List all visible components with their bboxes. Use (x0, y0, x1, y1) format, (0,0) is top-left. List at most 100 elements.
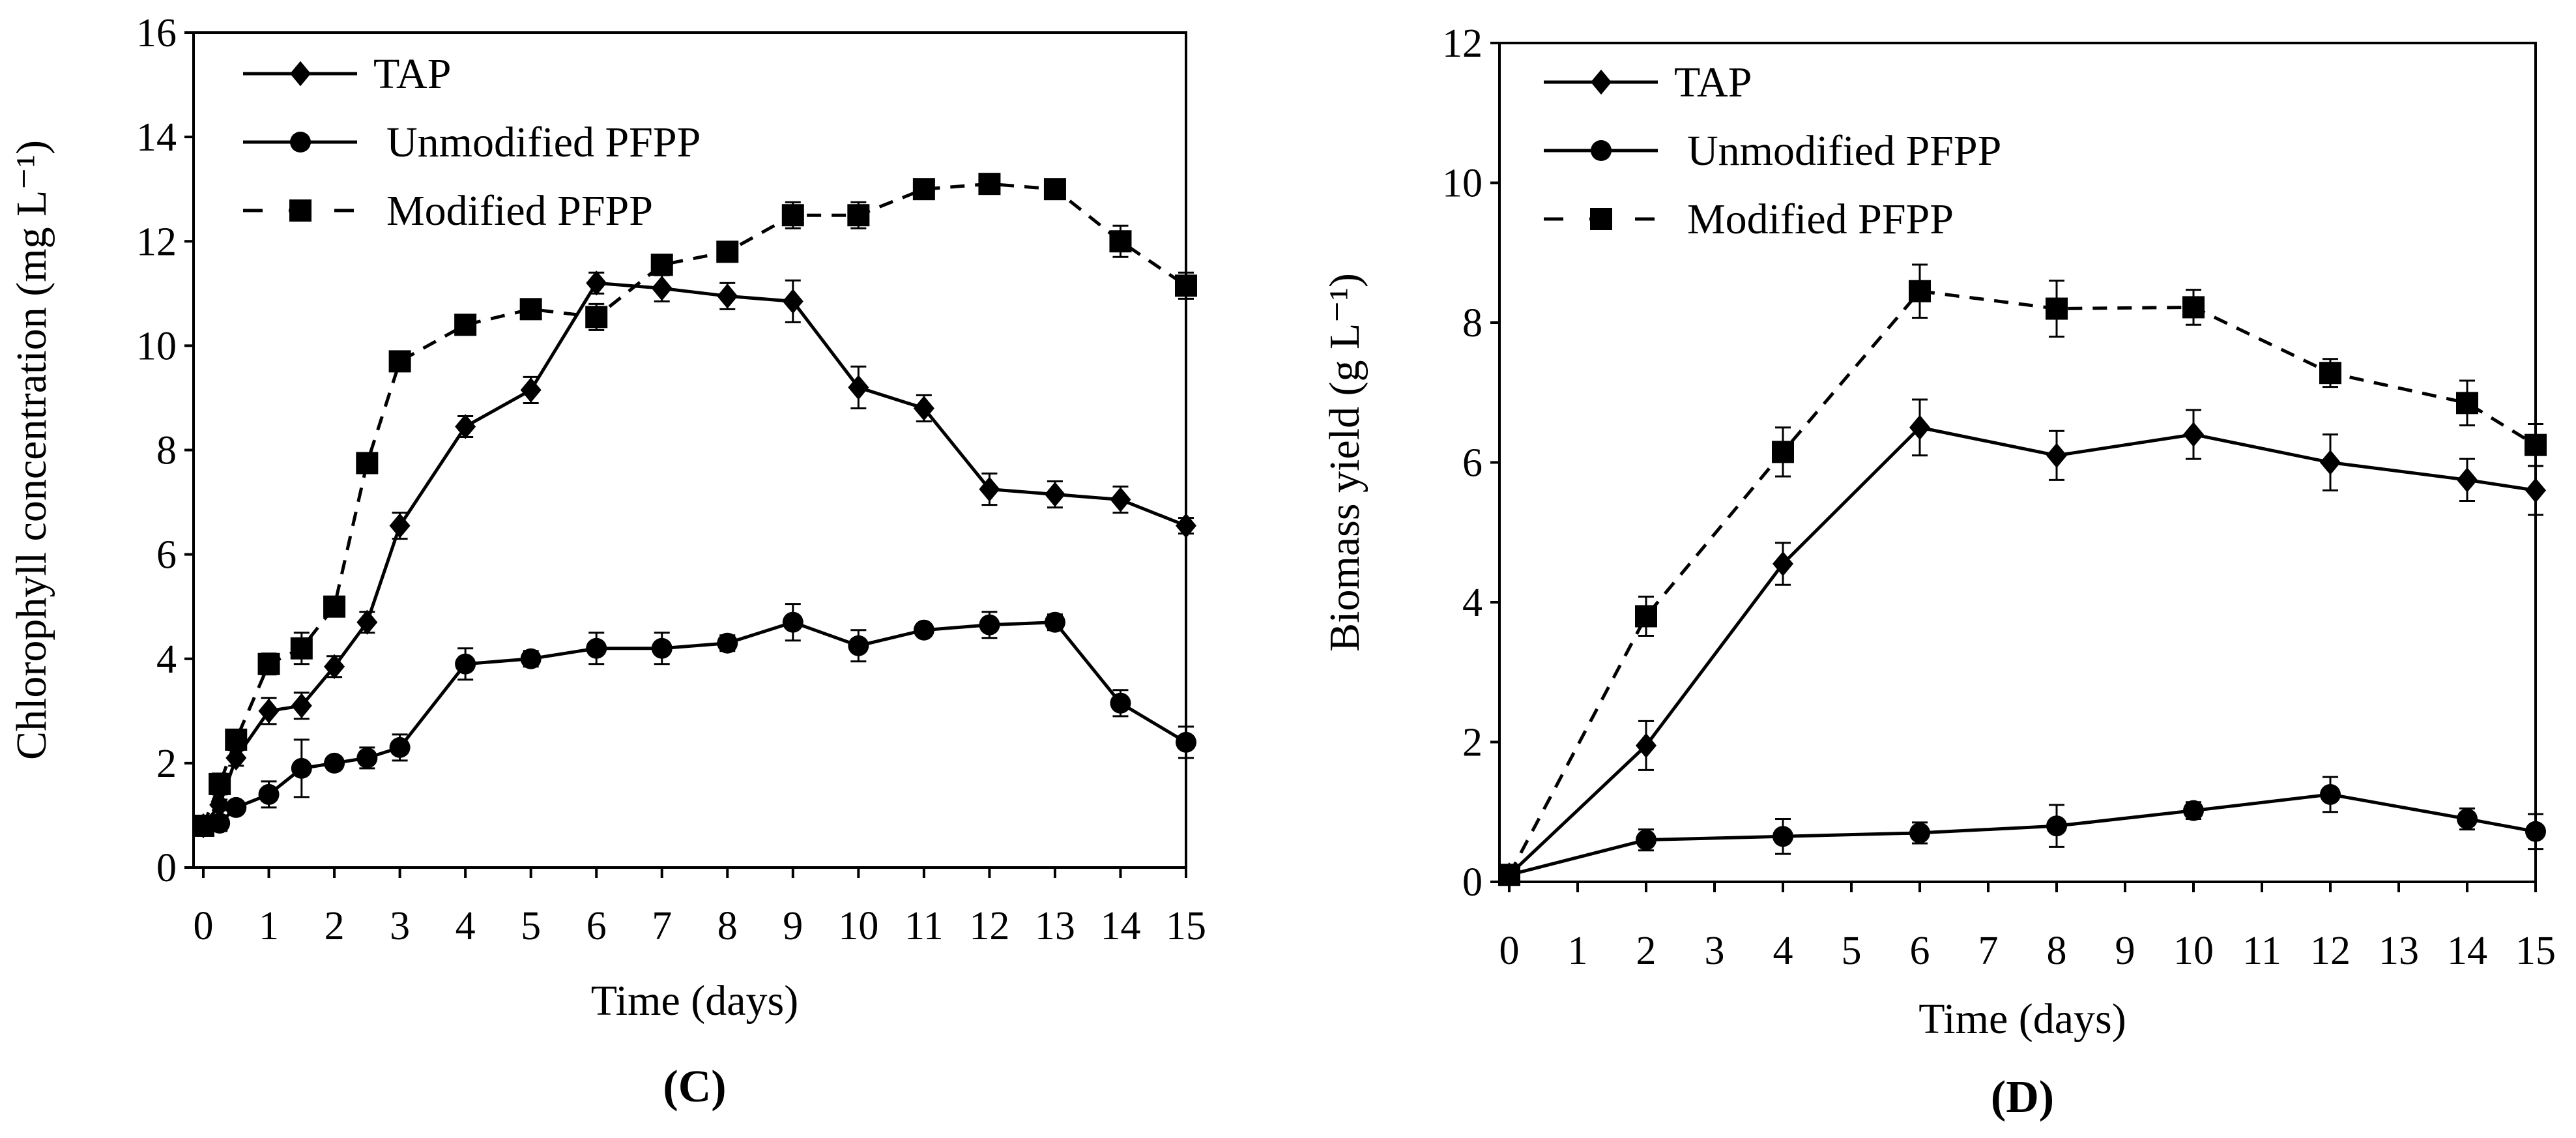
y-tick-label: 8 (156, 429, 177, 473)
y-tick-label: 10 (136, 324, 177, 368)
data-point (2183, 800, 2204, 821)
data-point (323, 595, 346, 618)
x-tick-label: 0 (194, 904, 214, 948)
x-tick-label: 15 (1166, 904, 1206, 948)
data-point (209, 812, 231, 834)
series-line (1507, 289, 2537, 876)
y-tick-label: 8 (1462, 301, 1483, 345)
data-point (324, 654, 345, 679)
data-point (1909, 280, 1931, 302)
y-tick-label: 2 (1462, 721, 1483, 765)
data-point (1110, 487, 1131, 512)
series-unmodified-pfpp (1499, 776, 2546, 886)
data-point (388, 350, 411, 373)
data-point (1044, 611, 1065, 633)
y-tick-label: 10 (1442, 162, 1483, 206)
data-point (519, 298, 542, 321)
data-point (209, 792, 231, 818)
series-modified-pfpp (192, 173, 1197, 837)
x-tick-label: 11 (2242, 929, 2281, 973)
data-point (290, 637, 313, 660)
y-tick-label: 16 (136, 11, 177, 55)
data-point (389, 513, 411, 538)
x-tick-label: 1 (259, 904, 279, 948)
data-point (454, 314, 477, 336)
series-line (1508, 426, 2536, 877)
data-point (225, 745, 247, 771)
x-tick-label: 13 (1035, 904, 1075, 948)
series-tap (193, 270, 1196, 839)
x-tick-label: 6 (586, 904, 607, 948)
x-tick-label: 10 (838, 904, 878, 948)
data-point (291, 693, 312, 719)
x-tick-label: 6 (1910, 929, 1930, 973)
data-point (586, 637, 607, 659)
y-tick-label: 2 (156, 742, 177, 786)
x-tick-label: 14 (2447, 929, 2487, 973)
x-tick-label: 3 (390, 904, 410, 948)
y-tick-label: 6 (1462, 441, 1483, 486)
data-point (356, 747, 378, 768)
data-point (324, 752, 345, 774)
data-point (2046, 297, 2068, 320)
data-point (1110, 692, 1131, 714)
data-point (848, 635, 869, 656)
data-point (356, 609, 378, 635)
legend-label: TAP (373, 50, 451, 98)
data-point (913, 396, 934, 421)
x-tick-label: 3 (1705, 929, 1725, 973)
x-tick-label: 4 (456, 904, 476, 948)
data-point (1498, 864, 1520, 886)
data-point (782, 611, 803, 633)
data-point (1909, 822, 1930, 843)
series-line (201, 182, 1187, 826)
series-modified-pfpp (1498, 263, 2547, 886)
data-point (258, 783, 280, 805)
y-tick-label: 0 (1462, 860, 1483, 905)
x-tick-label: 7 (1978, 929, 1999, 973)
legend-label: Unmodified PFPP (1687, 127, 2001, 175)
data-point (586, 270, 607, 296)
legend-label: TAP (1674, 59, 1752, 106)
x-tick-label: 4 (1773, 929, 1793, 973)
data-point (585, 306, 608, 328)
y-tick-label: 12 (1442, 22, 1483, 66)
panel-label: (C) (663, 1062, 726, 1112)
data-point (455, 653, 476, 675)
data-point (2046, 815, 2067, 837)
data-point (1176, 513, 1196, 538)
x-tick-label: 5 (521, 904, 541, 948)
data-point (847, 204, 870, 227)
data-point (1043, 178, 1066, 201)
legend-label: Modified PFPP (1687, 196, 1954, 243)
data-point (651, 276, 673, 301)
data-point (651, 637, 673, 659)
series-line (1509, 793, 2536, 877)
data-point (2183, 422, 2204, 447)
data-point (782, 289, 803, 314)
data-point (455, 414, 476, 439)
data-point (2319, 362, 2341, 385)
data-point (225, 728, 248, 751)
x-tick-label: 9 (2115, 929, 2135, 973)
x-tick-label: 8 (717, 904, 738, 948)
data-point (1773, 551, 1793, 577)
series-line (202, 281, 1187, 827)
legend-marker (290, 61, 311, 87)
series-tap (1499, 398, 2546, 888)
data-point (2525, 478, 2546, 503)
data-point (356, 452, 379, 474)
data-point (1175, 274, 1197, 297)
data-point (1176, 731, 1196, 753)
plot-frame (1498, 42, 2537, 883)
data-point (1909, 415, 1930, 441)
data-point (717, 284, 738, 309)
data-point (520, 377, 542, 403)
data-point (1636, 733, 1657, 759)
legend-marker (1590, 208, 1612, 230)
legend-label: Modified PFPP (386, 187, 653, 235)
data-point (2182, 296, 2205, 319)
legend-marker (1591, 140, 1612, 161)
series-unmodified-pfpp (193, 603, 1196, 836)
